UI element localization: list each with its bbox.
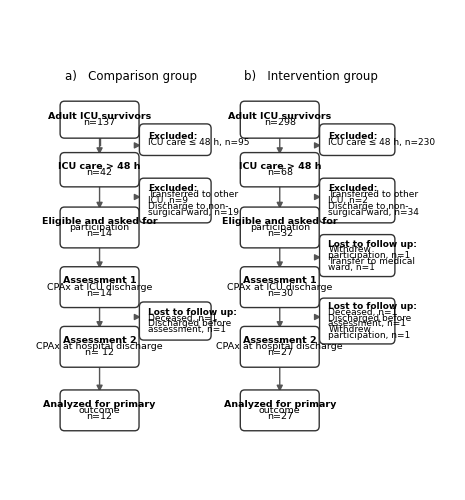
Text: n=32: n=32 xyxy=(267,229,293,238)
Text: Analyzed for primary: Analyzed for primary xyxy=(43,400,156,408)
Text: a)   Comparison group: a) Comparison group xyxy=(65,70,197,82)
Text: ward, n=1: ward, n=1 xyxy=(328,262,375,272)
FancyBboxPatch shape xyxy=(319,124,395,156)
FancyBboxPatch shape xyxy=(240,390,319,431)
Text: assessment, n=1: assessment, n=1 xyxy=(148,325,226,334)
Text: n=298: n=298 xyxy=(264,118,296,128)
Text: participation: participation xyxy=(250,223,310,232)
Text: ICU care > 48 h: ICU care > 48 h xyxy=(239,162,321,171)
FancyBboxPatch shape xyxy=(60,266,139,308)
Text: n=137: n=137 xyxy=(84,118,116,128)
FancyBboxPatch shape xyxy=(240,207,319,248)
FancyBboxPatch shape xyxy=(140,178,211,223)
Text: Excluded:: Excluded: xyxy=(148,184,198,194)
Text: Discharged before: Discharged before xyxy=(328,314,412,322)
FancyBboxPatch shape xyxy=(240,152,319,187)
Text: CPAx at hospital discharge: CPAx at hospital discharge xyxy=(216,342,343,351)
Text: surgical ward, n=19: surgical ward, n=19 xyxy=(148,208,239,216)
Text: Transfer to medical: Transfer to medical xyxy=(328,257,415,266)
Text: Discharge to non-: Discharge to non- xyxy=(328,202,409,211)
Text: n= 12: n= 12 xyxy=(85,348,114,358)
Text: Lost to follow up:: Lost to follow up: xyxy=(148,308,237,317)
Text: Discharged before: Discharged before xyxy=(148,320,231,328)
Text: n=14: n=14 xyxy=(86,289,113,298)
Text: participation, n=1: participation, n=1 xyxy=(328,251,411,260)
FancyBboxPatch shape xyxy=(240,326,319,367)
Text: n=14: n=14 xyxy=(86,229,113,238)
Text: ICU care ≤ 48 h, n=95: ICU care ≤ 48 h, n=95 xyxy=(148,138,250,147)
Text: ICU care ≤ 48 h, n=230: ICU care ≤ 48 h, n=230 xyxy=(328,138,435,147)
Text: outcome: outcome xyxy=(259,406,300,415)
Text: Eligible and asked for: Eligible and asked for xyxy=(42,217,157,226)
Text: Adult ICU survivors: Adult ICU survivors xyxy=(48,112,151,121)
Text: CPAx at hospital discharge: CPAx at hospital discharge xyxy=(36,342,163,351)
Text: Assessment 1: Assessment 1 xyxy=(243,276,317,285)
Text: n=30: n=30 xyxy=(267,289,293,298)
Text: Assessment 1: Assessment 1 xyxy=(63,276,136,285)
Text: n=12: n=12 xyxy=(86,412,113,421)
Text: surgical ward, n=34: surgical ward, n=34 xyxy=(328,208,419,216)
FancyBboxPatch shape xyxy=(60,152,139,187)
Text: n=68: n=68 xyxy=(267,168,293,177)
Text: Lost to follow up:: Lost to follow up: xyxy=(328,240,417,248)
FancyBboxPatch shape xyxy=(60,101,139,138)
Text: Withdrew: Withdrew xyxy=(328,325,371,334)
Text: Deceased, n=1: Deceased, n=1 xyxy=(148,314,217,322)
Text: outcome: outcome xyxy=(79,406,120,415)
FancyBboxPatch shape xyxy=(60,390,139,431)
FancyBboxPatch shape xyxy=(319,234,395,277)
Text: Assessment 2: Assessment 2 xyxy=(243,336,317,345)
Text: ICU, n=2: ICU, n=2 xyxy=(328,196,368,205)
Text: participation: participation xyxy=(69,223,130,232)
Text: Excluded:: Excluded: xyxy=(328,132,378,141)
Text: assessment, n=1: assessment, n=1 xyxy=(328,320,406,328)
Text: Transferred to other: Transferred to other xyxy=(148,190,238,199)
Text: Discharge to non-: Discharge to non- xyxy=(148,202,228,211)
Text: b)   Intervention group: b) Intervention group xyxy=(244,70,378,82)
Text: Excluded:: Excluded: xyxy=(148,132,198,141)
Text: n=27: n=27 xyxy=(267,412,293,421)
Text: ICU, n=9: ICU, n=9 xyxy=(148,196,188,205)
FancyBboxPatch shape xyxy=(319,298,395,344)
Text: Lost to follow up:: Lost to follow up: xyxy=(328,302,417,311)
Text: Deceased, n=1: Deceased, n=1 xyxy=(328,308,398,317)
Text: Transferred to other: Transferred to other xyxy=(328,190,418,199)
FancyBboxPatch shape xyxy=(60,326,139,367)
Text: ICU care > 48 h: ICU care > 48 h xyxy=(58,162,141,171)
Text: n=27: n=27 xyxy=(267,348,293,358)
FancyBboxPatch shape xyxy=(319,178,395,223)
Text: Assessment 2: Assessment 2 xyxy=(63,336,136,345)
Text: CPAx at ICU discharge: CPAx at ICU discharge xyxy=(227,282,332,292)
FancyBboxPatch shape xyxy=(240,101,319,138)
Text: CPAx at ICU discharge: CPAx at ICU discharge xyxy=(47,282,152,292)
Text: Withdrew: Withdrew xyxy=(328,246,371,254)
Text: Excluded:: Excluded: xyxy=(328,184,378,194)
Text: n=42: n=42 xyxy=(86,168,113,177)
FancyBboxPatch shape xyxy=(140,302,211,340)
Text: participation, n=1: participation, n=1 xyxy=(328,331,411,340)
Text: Eligible and asked for: Eligible and asked for xyxy=(222,217,338,226)
Text: Analyzed for primary: Analyzed for primary xyxy=(224,400,336,408)
FancyBboxPatch shape xyxy=(60,207,139,248)
FancyBboxPatch shape xyxy=(240,266,319,308)
Text: Adult ICU survivors: Adult ICU survivors xyxy=(228,112,332,121)
FancyBboxPatch shape xyxy=(140,124,211,156)
